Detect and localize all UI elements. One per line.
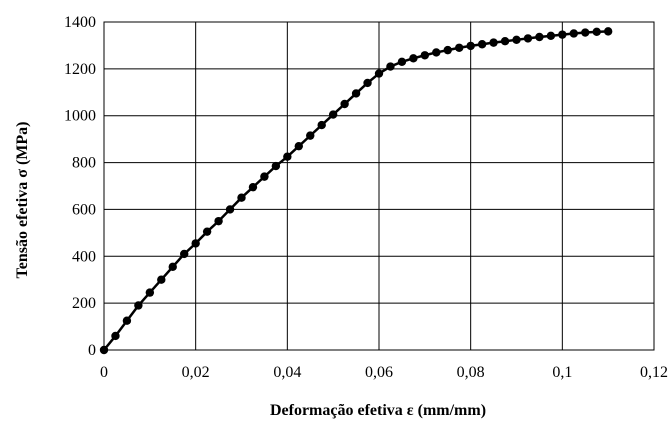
x-tick-label: 0,12 (640, 364, 668, 381)
data-point (489, 38, 498, 47)
data-point (409, 54, 418, 63)
data-point (191, 239, 200, 248)
data-point (477, 40, 487, 49)
series (99, 27, 613, 355)
y-tick-label: 600 (72, 201, 96, 218)
data-point (455, 43, 464, 52)
data-point (500, 37, 510, 46)
data-point (374, 69, 384, 78)
data-point (145, 288, 155, 297)
data-point (386, 62, 395, 71)
x-axis-title: Deformação efetiva ε (mm/mm) (270, 402, 486, 419)
data-point (328, 110, 338, 119)
data-point (317, 120, 326, 130)
data-point (260, 172, 269, 181)
data-point (237, 193, 246, 202)
data-point (168, 262, 177, 272)
data-point (581, 28, 590, 37)
data-point (592, 27, 601, 37)
data-point (443, 45, 452, 55)
y-tick-label: 1400 (64, 14, 96, 31)
data-point (523, 34, 533, 43)
data-point (420, 51, 430, 60)
data-point (99, 345, 109, 355)
x-tick-label: 0,02 (182, 364, 210, 381)
data-point (306, 131, 315, 140)
data-point (432, 48, 441, 57)
y-tick-label: 1000 (64, 108, 96, 125)
data-point (546, 31, 556, 41)
data-point (340, 99, 349, 109)
data-point (225, 205, 235, 214)
data-point (248, 182, 258, 192)
x-tick-label: 0,04 (273, 364, 301, 381)
series-line (103, 30, 609, 351)
tick-labels: 0 200 400 600 800 1000 1200 1400 0 0,02 0,04 0,06 0,… (64, 14, 668, 381)
x-tick-label: 0,1 (552, 364, 572, 381)
plot-frame (103, 21, 655, 351)
data-point (535, 32, 544, 42)
y-tick-label: 800 (72, 155, 96, 172)
data-point (283, 152, 292, 161)
data-point (134, 301, 143, 310)
x-tick-label: 0,06 (365, 364, 393, 381)
data-point (363, 78, 372, 88)
data-point (603, 27, 613, 36)
data-point (111, 331, 120, 341)
data-point (122, 316, 132, 325)
y-tick-label: 400 (72, 248, 96, 265)
data-point (157, 275, 166, 284)
data-point (569, 29, 578, 38)
y-tick-label: 1200 (64, 61, 96, 78)
data-point (512, 35, 521, 45)
data-point (466, 41, 475, 51)
x-tick-label: 0 (100, 364, 108, 381)
data-point (558, 30, 567, 39)
y-tick-label: 0 (88, 342, 96, 359)
x-tick-label: 0,08 (457, 364, 485, 381)
data-point (351, 89, 361, 98)
data-point (214, 216, 223, 226)
data-point (397, 57, 407, 67)
y-tick-label: 200 (72, 295, 96, 312)
data-point (202, 227, 212, 236)
data-point (294, 141, 303, 151)
data-point (271, 161, 281, 171)
data-point (180, 249, 189, 259)
y-axis-title: Tensão efetiva σ (MPa) (14, 122, 31, 279)
